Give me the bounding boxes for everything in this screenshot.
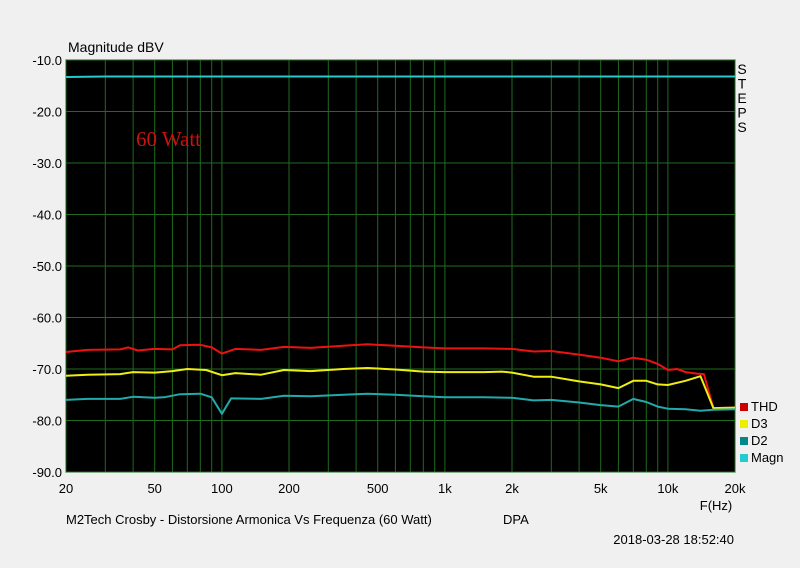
legend-label-d3: D3 [751, 416, 768, 431]
y-tick-labels: -10.0 -20.0 -30.0 -40.0 -50.0 -60.0 -70.0 -80.0… [32, 53, 62, 480]
steps-letter: E [737, 90, 746, 106]
timestamp: 2018-03-28 18:52:40 [613, 532, 734, 547]
y-tick-label: -10.0 [32, 53, 62, 68]
x-tick-label: 2k [505, 481, 519, 496]
steps-letter: P [737, 105, 746, 121]
x-tick-label: 100 [211, 481, 233, 496]
y-tick-label: -60.0 [32, 311, 62, 326]
y-axis-label: Magnitude dBV [68, 39, 164, 55]
legend-label-d2: D2 [751, 433, 768, 448]
legend-label-magn: Magn [751, 450, 784, 465]
x-tick-label: 5k [594, 481, 608, 496]
legend-swatch-d3 [740, 420, 748, 428]
series-line-thd [65, 343, 736, 410]
x-tick-label: 10k [657, 481, 678, 496]
legend-swatch-d2 [740, 437, 748, 445]
series-line-magn [65, 75, 735, 78]
series-line-d3 [65, 367, 736, 410]
x-tick-label: 20 [59, 481, 73, 496]
steps-letter: S [737, 119, 746, 135]
y-tick-label: -50.0 [32, 259, 62, 274]
x-tick-label: 500 [367, 481, 389, 496]
y-tick-label: -90.0 [32, 465, 62, 480]
legend-swatch-magn [740, 454, 748, 462]
annotation-label: 60 Watt [136, 127, 201, 151]
steps-letter: T [738, 76, 747, 92]
x-tick-label: 20k [725, 481, 746, 496]
y-tick-label: -20.0 [32, 105, 62, 120]
y-tick-label: -80.0 [32, 414, 62, 429]
x-tick-label: 1k [438, 481, 452, 496]
y-tick-label: -40.0 [32, 208, 62, 223]
y-tick-label: -70.0 [32, 362, 62, 377]
footer-source: DPA [503, 512, 529, 527]
series-line-d2 [65, 392, 736, 415]
x-tick-label: 50 [147, 481, 161, 496]
legend-swatch-thd [740, 403, 748, 411]
y-tick-label: -30.0 [32, 156, 62, 171]
legend-label-thd: THD [751, 399, 778, 414]
legend: THD D3 D2 Magn [740, 399, 784, 465]
x-tick-labels: 20 50 100 200 500 1k 2k 5k 10k 20k [59, 481, 746, 496]
series-group [65, 75, 736, 415]
steps-letter: S [737, 61, 746, 77]
x-axis-label: F(Hz) [700, 498, 733, 513]
footer-title: M2Tech Crosby - Distorsione Armonica Vs … [66, 512, 432, 527]
x-tick-label: 200 [278, 481, 300, 496]
